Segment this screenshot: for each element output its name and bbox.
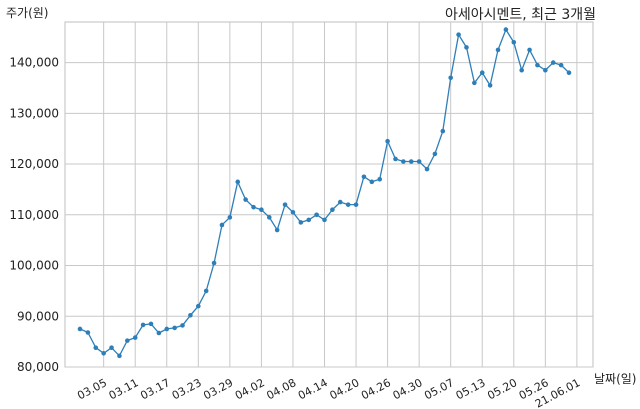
data-point [140,322,146,328]
chart-title: 아세아시멘트, 최근 3개월 [444,7,596,23]
data-point [164,326,170,332]
x-tick-label: 05.13 [454,376,488,402]
data-point [156,330,162,336]
data-point [503,27,509,32]
data-point [77,326,83,332]
data-point [448,75,453,81]
data-point [243,197,248,202]
data-point [274,227,280,233]
data-point [511,39,517,45]
data-point [361,174,367,180]
y-tick-label: 100,000 [9,259,59,273]
data-point [235,179,241,185]
data-point [550,60,556,65]
x-tick-label: 05.20 [485,376,519,402]
data-point [172,325,177,331]
data-point [227,215,233,220]
data-point [401,159,406,164]
data-point [125,338,130,343]
data-point [353,202,359,207]
data-point [203,288,209,294]
data-point [85,330,91,335]
x-tick-label: 03.29 [201,376,235,402]
x-tick-label: 04.14 [296,376,330,402]
data-point [393,156,398,162]
x-tick-label: 04.02 [233,376,267,402]
x-tick-label: 04.26 [359,376,393,402]
data-point [314,212,319,218]
data-point [377,176,383,182]
data-point [109,345,114,351]
data-point [290,209,296,215]
data-point [211,260,217,266]
x-tick-label: 03.17 [138,376,172,402]
data-point [148,321,154,327]
data-point [527,47,532,53]
y-tick-label: 80,000 [17,360,59,374]
y-tick-label: 140,000 [9,56,59,70]
data-point [306,217,312,223]
y-tick-label: 130,000 [9,106,59,120]
data-point [472,80,477,86]
data-point [519,67,524,73]
data-point [345,202,351,207]
y-tick-label: 120,000 [9,157,59,171]
x-tick-label: 03.23 [170,376,204,402]
x-tick-label: 03.11 [107,376,141,402]
data-point [487,83,493,88]
data-point [219,222,225,228]
data-point [251,204,256,210]
y-tick-label: 90,000 [17,309,59,323]
data-point [416,159,422,164]
x-axis-label: 날짜(일) [594,372,637,386]
data-point [479,70,485,76]
x-tick-label: 03.05 [75,376,109,402]
data-point [543,67,548,73]
data-point [495,47,501,53]
data-point [132,335,138,340]
data-point [424,166,430,172]
data-point [282,202,288,207]
x-tick-label: 04.08 [264,376,298,402]
data-point [266,215,272,220]
data-point [408,159,414,164]
data-point [180,323,185,328]
data-point [259,207,264,213]
data-point [337,199,343,205]
x-tick-label: 04.20 [328,376,362,402]
data-point [456,32,461,37]
data-point [196,303,201,309]
data-point [385,138,390,144]
data-point [535,62,540,68]
data-point [432,151,438,157]
data-point [369,179,375,185]
data-point [330,207,335,213]
data-point [298,220,304,225]
data-point [440,128,446,134]
y-axis-label: 주가(원) [6,6,49,20]
data-point [566,70,572,76]
data-point [93,345,99,351]
y-tick-label: 110,000 [9,208,59,222]
data-point [322,217,327,223]
data-point [464,45,469,50]
data-point [117,353,122,359]
data-point [558,62,564,68]
data-point [101,351,106,356]
data-point [188,312,193,318]
x-tick-label: 05.07 [422,376,456,402]
x-tick-label: 04.30 [391,376,425,402]
